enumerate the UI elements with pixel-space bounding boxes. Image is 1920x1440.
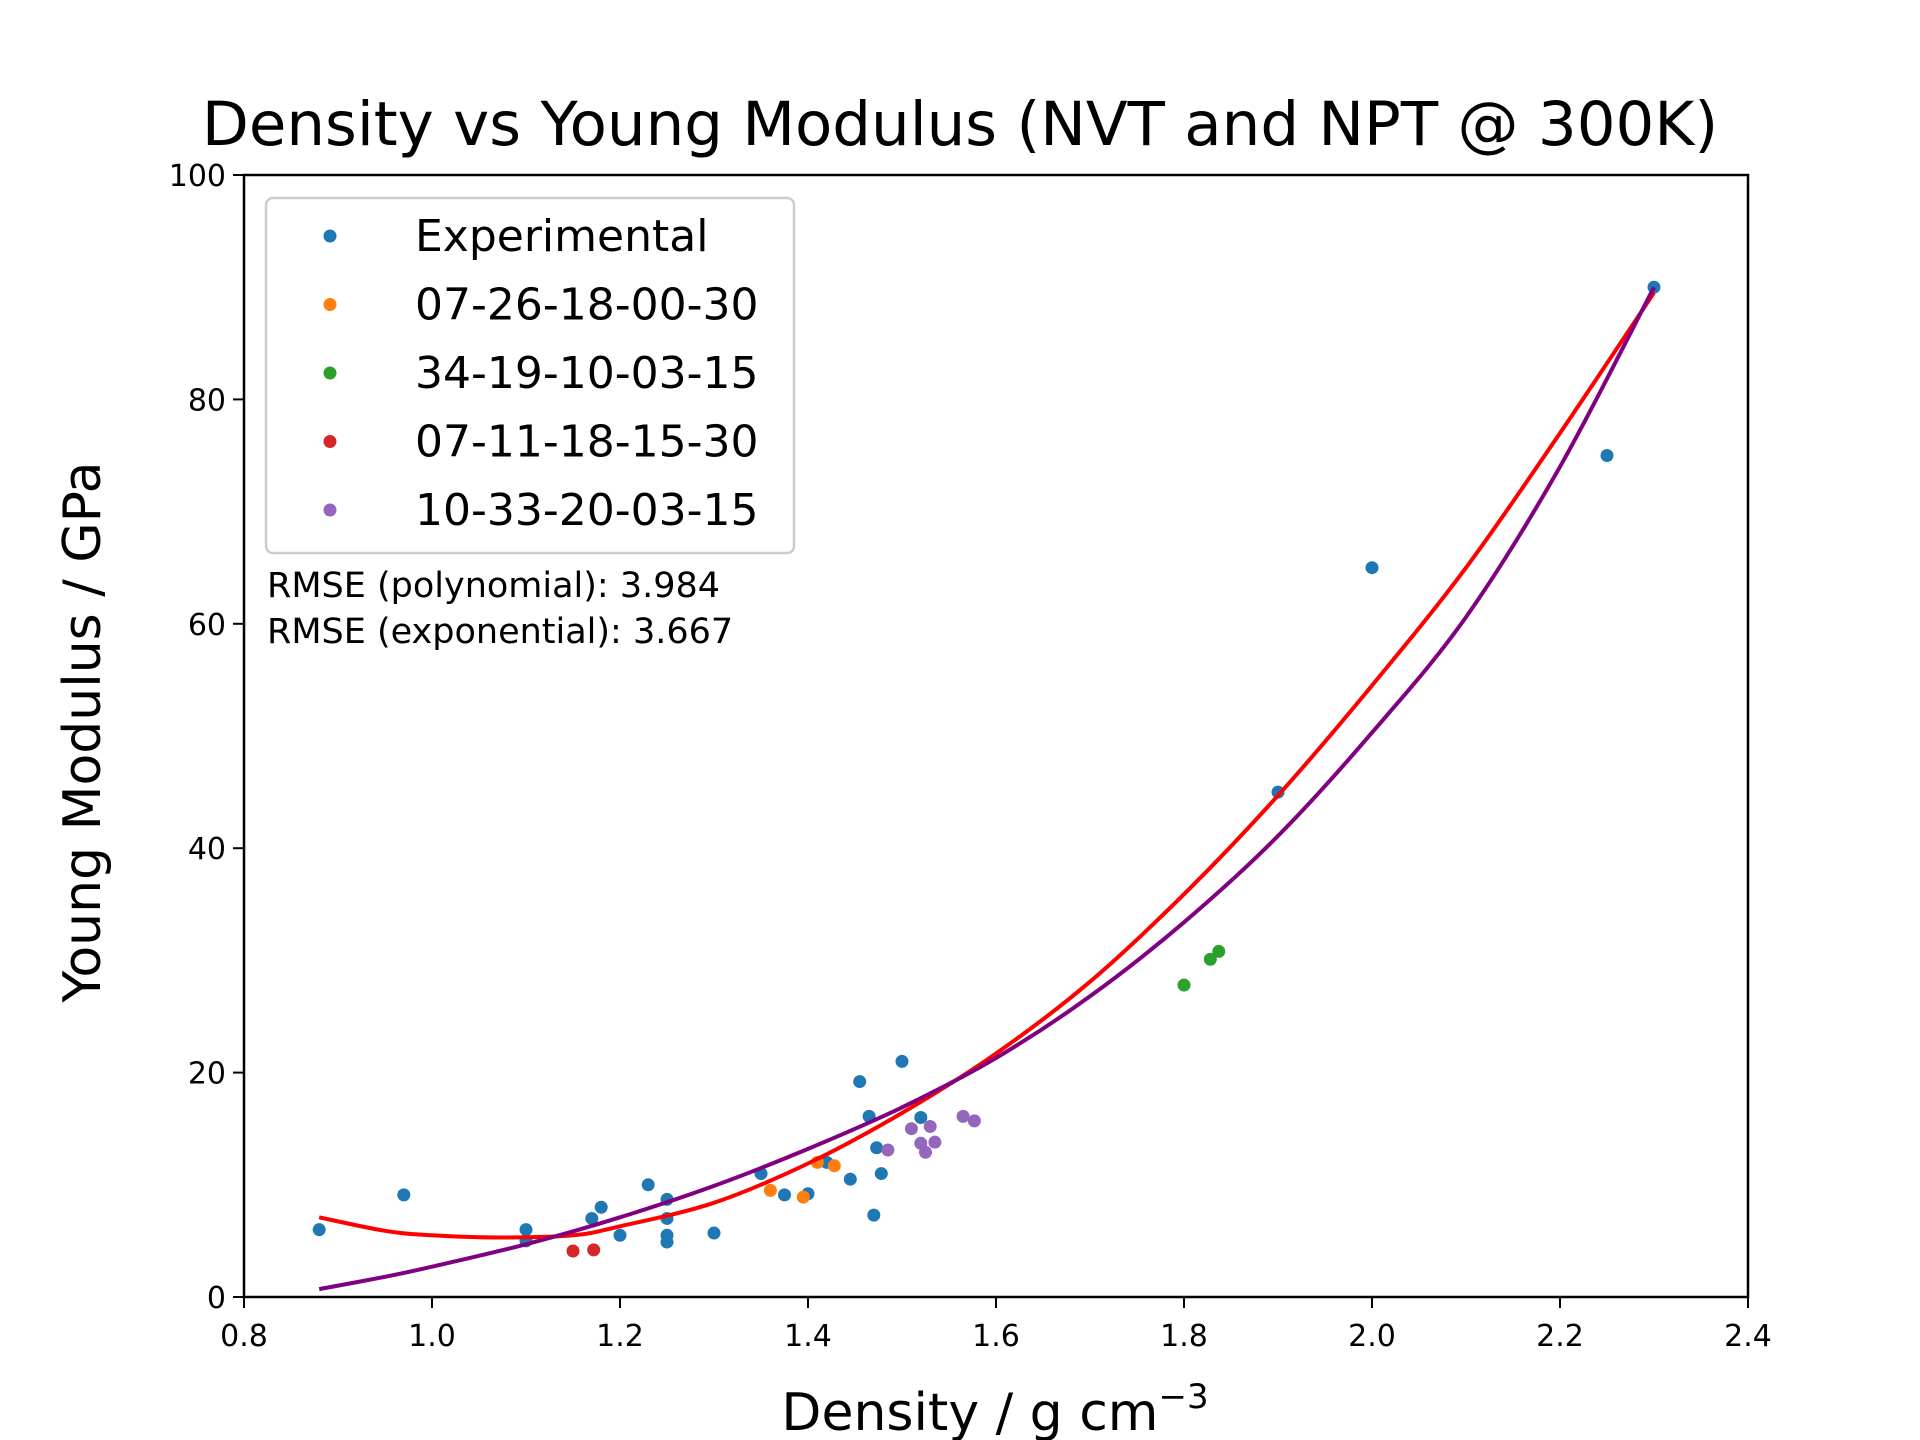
legend-marker (323, 298, 337, 311)
legend-label: 07-11-18-15-30 (415, 417, 758, 468)
x-tick-label: 2.4 (1724, 1319, 1772, 1354)
data-point (914, 1110, 928, 1124)
x-tick-label: 1.4 (784, 1319, 832, 1354)
data-point (956, 1109, 970, 1123)
data-point (1177, 978, 1191, 992)
data-point (881, 1143, 895, 1157)
data-point (397, 1188, 411, 1202)
data-point (312, 1223, 326, 1237)
data-point (904, 1122, 918, 1136)
data-point (1203, 952, 1217, 966)
legend-marker (323, 435, 337, 448)
polynomial-fit-curve (318, 291, 1656, 1240)
y-tick-label: 100 (169, 159, 226, 194)
data-point (1271, 785, 1285, 799)
rmse-annotation: RMSE (exponential): 3.667 (267, 612, 733, 652)
legend-label: 10-33-20-03-15 (415, 485, 758, 536)
data-point (895, 1054, 909, 1068)
data-point (1600, 449, 1614, 462)
data-point (827, 1159, 841, 1173)
legend-label: 07-26-18-00-30 (415, 280, 758, 331)
data-point (853, 1075, 867, 1089)
data-point (867, 1208, 881, 1222)
chart-title: Density vs Young Modulus (NVT and NPT @ … (202, 89, 1718, 160)
x-tick-label: 0.8 (220, 1319, 268, 1354)
data-point (707, 1226, 721, 1240)
x-tick-label: 2.0 (1348, 1319, 1396, 1354)
x-axis-label-superscript: −3 (1158, 1377, 1208, 1417)
data-point (660, 1235, 674, 1249)
y-tick-label: 20 (188, 1057, 226, 1092)
y-axis-label: Young Modulus / GPa (53, 461, 113, 1003)
data-point (587, 1243, 601, 1257)
y-tick-label: 60 (188, 608, 226, 643)
x-tick-label: 1.0 (408, 1319, 456, 1354)
data-point (566, 1244, 580, 1258)
x-tick-label: 2.2 (1536, 1319, 1584, 1354)
data-point (778, 1188, 791, 1202)
data-point (585, 1211, 599, 1225)
legend-marker (323, 229, 337, 243)
data-point (919, 1145, 932, 1159)
legend-marker (323, 366, 337, 380)
legend-label: 34-19-10-03-15 (415, 348, 758, 399)
data-point (967, 1114, 981, 1128)
legend-box (264, 196, 796, 555)
x-tick-label: 1.2 (596, 1319, 644, 1354)
x-axis-label-text: Density / g cm (781, 1383, 1158, 1440)
y-tick-label: 40 (188, 832, 226, 867)
plot-area: 0.8 1.0 1.2 1.4 1.6 1.8 2.0 2.2 2.4 0 20 40 60 80 100 E… (169, 159, 1772, 1354)
data-point (641, 1178, 655, 1192)
data-point (874, 1167, 888, 1181)
data-point (1365, 561, 1379, 575)
data-point (870, 1141, 884, 1155)
data-point (796, 1190, 810, 1204)
y-tick-label: 80 (188, 383, 226, 418)
data-point (594, 1200, 608, 1214)
data-point (519, 1223, 533, 1237)
data-point (763, 1183, 777, 1197)
x-tick-label: 1.8 (1160, 1319, 1208, 1354)
data-point (613, 1228, 627, 1242)
legend-label: Experimental (415, 211, 708, 262)
data-point (923, 1119, 937, 1133)
x-axis-label: Density / g cm−3 (781, 1377, 1208, 1440)
exponential-fit-curve (318, 286, 1656, 1292)
x-tick-label: 1.6 (972, 1319, 1020, 1354)
y-tick-label: 0 (207, 1281, 226, 1316)
data-point (1212, 944, 1226, 958)
legend-marker (323, 503, 337, 517)
rmse-annotation: RMSE (polynomial): 3.984 (267, 566, 720, 606)
data-point (843, 1172, 857, 1186)
data-point (928, 1135, 942, 1149)
